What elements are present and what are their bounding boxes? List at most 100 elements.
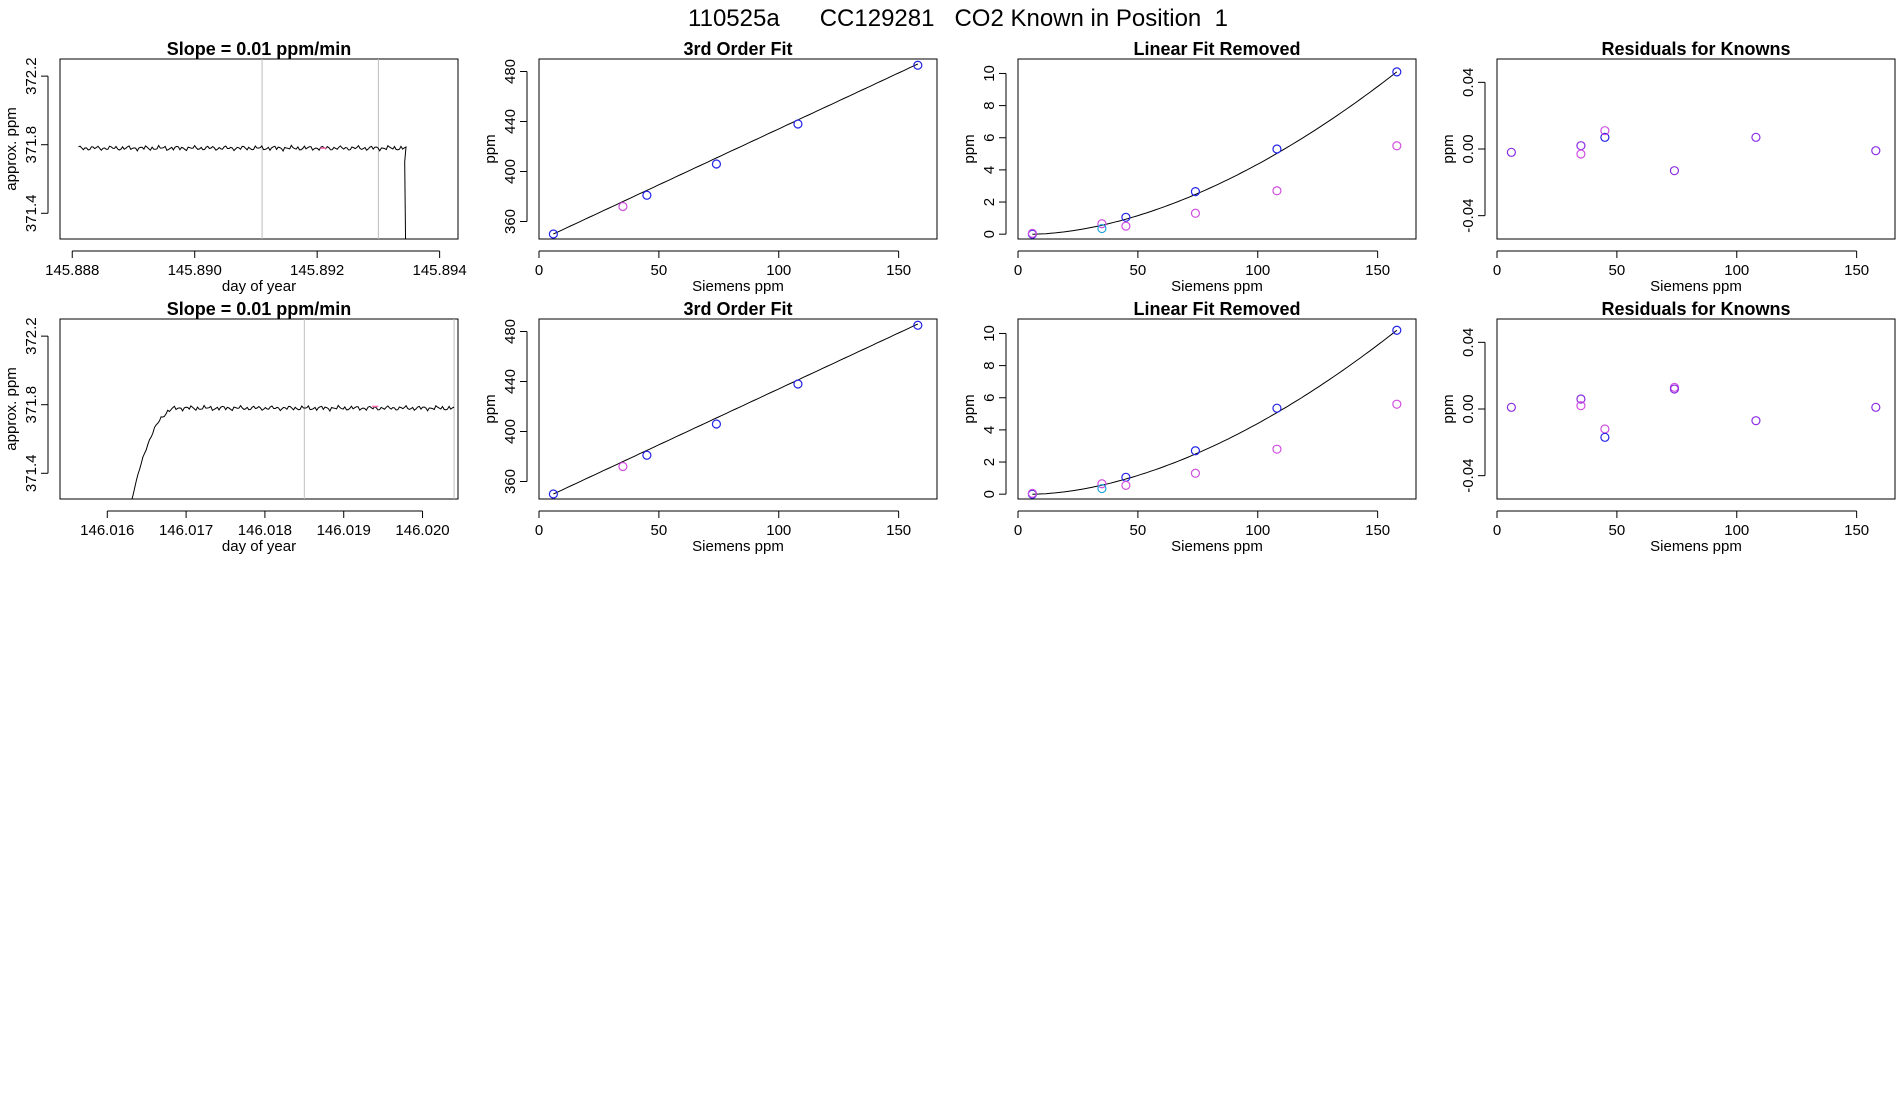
panel-title: 3rd Order Fit <box>683 299 792 319</box>
data-point <box>1669 384 1680 394</box>
x-tick-label: 50 <box>1130 262 1147 279</box>
y-tick-label: 4 <box>981 426 998 434</box>
x-tick-label: 145.892 <box>290 262 344 279</box>
x-tick-label: 0 <box>1493 262 1501 279</box>
x-tick-label: 100 <box>766 262 791 279</box>
y-tick-label: 0.04 <box>1460 68 1477 97</box>
y-axis-label: approx. ppm <box>3 367 20 450</box>
data-point <box>1190 468 1201 478</box>
data-point <box>1576 394 1586 404</box>
y-tick-label: 0.00 <box>1460 394 1477 423</box>
x-tick-label: 50 <box>651 522 668 539</box>
data-point <box>913 320 923 330</box>
x-tick-label: 145.894 <box>413 262 467 279</box>
panel-r1-fit: 3rd Order Fit 0 50 100 150 Siemens ppm 360 400 4… <box>482 39 938 295</box>
data-point <box>711 159 722 169</box>
data-point <box>1121 212 1131 222</box>
data-point <box>1392 399 1402 409</box>
y-tick-label: 0 <box>981 490 998 498</box>
y-tick-label: 10 <box>981 325 998 342</box>
y-tick-label: 6 <box>981 394 998 402</box>
y-tick-label: 6 <box>981 134 998 142</box>
y-tick-label: 400 <box>502 419 519 444</box>
y-axis-label: ppm <box>1440 134 1457 163</box>
data-point <box>1506 402 1516 412</box>
data-point <box>1272 144 1282 154</box>
data-series-line <box>131 404 455 499</box>
plot-area <box>548 60 923 239</box>
x-tick-label: 0 <box>1493 522 1501 539</box>
x-tick-label: 146.019 <box>317 522 371 539</box>
x-tick-label: 150 <box>1365 522 1390 539</box>
data-point <box>1506 147 1516 157</box>
data-point <box>1600 424 1610 434</box>
y-axis-label: ppm <box>961 394 978 423</box>
plot-area <box>1027 325 1402 499</box>
data-point <box>1190 208 1201 218</box>
x-tick-label: 150 <box>1844 262 1869 279</box>
data-point <box>1121 472 1131 482</box>
data-point <box>1576 401 1586 411</box>
data-point <box>642 190 652 200</box>
data-point <box>1751 416 1761 426</box>
data-point <box>1272 186 1282 196</box>
x-axis-label: Siemens ppm <box>1650 538 1742 555</box>
y-tick-label: -0.04 <box>1460 199 1477 233</box>
x-tick-label: 50 <box>1609 262 1626 279</box>
plot-frame <box>538 58 938 240</box>
y-tick-label: 480 <box>502 59 519 84</box>
x-tick-label: 150 <box>1365 262 1390 279</box>
data-point <box>1027 488 1037 498</box>
y-tick-label: 371.8 <box>23 126 40 164</box>
x-tick-label: 0 <box>1014 522 1022 539</box>
plot-area <box>1027 67 1402 239</box>
fit-curve <box>553 63 919 235</box>
data-point <box>1871 146 1881 156</box>
plot-area <box>1506 382 1881 442</box>
x-tick-label: 100 <box>766 522 791 539</box>
panel-grid: Slope = 0.01 ppm/min 145.888 145.890 145.89… <box>3 39 1896 555</box>
x-axis-label: Siemens ppm <box>1171 538 1263 555</box>
data-point <box>618 201 628 212</box>
x-tick-label: 146.016 <box>80 522 134 539</box>
plot-frame <box>1496 318 1896 500</box>
x-tick-label: 50 <box>1130 522 1147 539</box>
x-tick-label: 0 <box>535 262 543 279</box>
data-point <box>1669 166 1680 176</box>
fit-curve <box>1032 71 1398 235</box>
data-point <box>1121 480 1131 490</box>
x-tick-label: 146.017 <box>159 522 213 539</box>
y-tick-label: -0.04 <box>1460 459 1477 493</box>
panel-r1-residuals: Residuals for Knowns 0 50 100 150 Siemens ppm… <box>1440 39 1896 295</box>
panel-r1-linear: Linear Fit Removed 0 50 100 150 Siemens ppm 0 2… <box>961 39 1417 295</box>
data-point <box>1190 446 1201 456</box>
data-point <box>1027 228 1037 238</box>
y-tick-label: 2 <box>981 458 998 466</box>
data-point <box>793 119 803 129</box>
y-tick-label: 2 <box>981 198 998 206</box>
x-axis-label: Siemens ppm <box>692 538 784 555</box>
data-point <box>642 450 652 460</box>
x-tick-label: 150 <box>886 262 911 279</box>
y-axis-label: approx. ppm <box>3 107 20 190</box>
data-point <box>1097 219 1107 229</box>
panel-r2-residuals: Residuals for Knowns 0 50 100 150 Siemens ppm… <box>1440 299 1896 555</box>
x-axis-label: Siemens ppm <box>1171 278 1263 295</box>
data-point <box>1576 141 1586 151</box>
x-tick-label: 0 <box>535 522 543 539</box>
data-point <box>1871 402 1881 412</box>
plot-frame <box>1017 318 1417 500</box>
y-tick-label: 372.2 <box>23 317 40 355</box>
panel-title: Slope = 0.01 ppm/min <box>167 299 352 319</box>
y-tick-label: 360 <box>502 209 519 234</box>
panel-r2-linear: Linear Fit Removed 0 50 100 150 Siemens ppm 0 2… <box>961 299 1417 555</box>
panel-title: Slope = 0.01 ppm/min <box>167 39 352 59</box>
y-tick-label: 0 <box>981 230 998 238</box>
y-tick-label: 0.04 <box>1460 328 1477 357</box>
plot-area <box>78 59 407 239</box>
y-tick-label: 480 <box>502 319 519 344</box>
y-tick-label: 8 <box>981 361 998 369</box>
x-axis-label: day of year <box>222 278 296 295</box>
x-tick-label: 145.888 <box>45 262 99 279</box>
y-tick-label: 440 <box>502 369 519 394</box>
